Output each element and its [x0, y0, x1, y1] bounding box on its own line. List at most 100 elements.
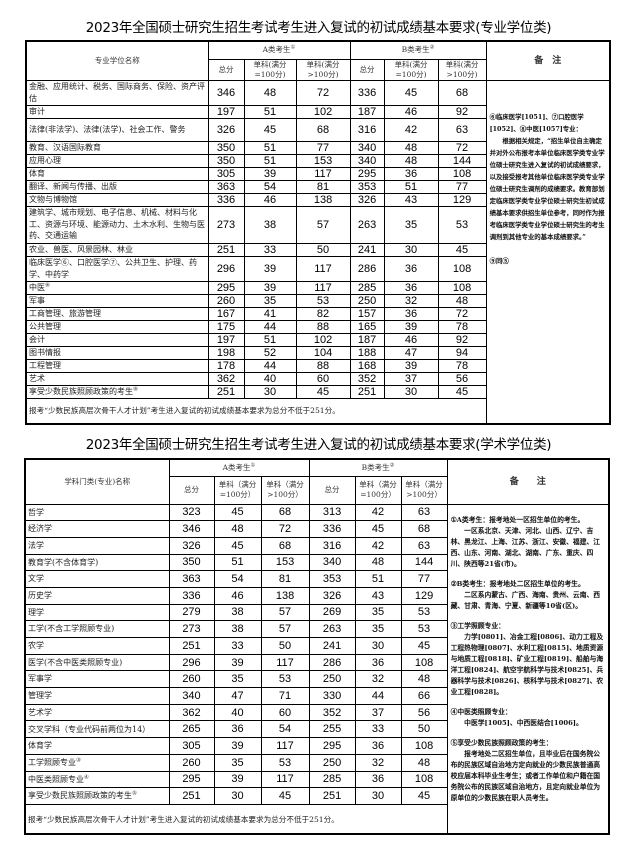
- table-row: 经济学 346 48 72 336 45 68: [24, 520, 609, 538]
- a-total-header: 总分: [207, 58, 245, 81]
- note-head: ⑥临床医学[1051]、⑦口腔医学[1052]、⑧中医[1057]专业：: [489, 112, 584, 133]
- b-score-cell: 45: [354, 520, 402, 538]
- b-score-cell: 72: [437, 306, 487, 321]
- b-group-mark: ②: [389, 462, 395, 469]
- b-score-cell: 108: [437, 280, 487, 295]
- a-score-cell: 260: [168, 670, 215, 689]
- b-score-cell: 188: [349, 345, 385, 360]
- b-score-cell: 37: [354, 703, 402, 722]
- a-group-mark: ①: [290, 44, 296, 51]
- b-score-cell: 53: [400, 603, 448, 622]
- row-name: 教育、汉语国际教育: [25, 140, 209, 155]
- a-score-cell: 72: [260, 520, 310, 538]
- row-name-text: 军事: [29, 295, 45, 305]
- b-score-cell: 48: [383, 153, 439, 168]
- b-score-cell: 340: [308, 553, 356, 572]
- b-score-cell: 36: [354, 653, 402, 672]
- a-score-cell: 52: [243, 345, 297, 360]
- row-mark: ⑤: [132, 790, 137, 797]
- a-score-cell: 295: [168, 770, 215, 789]
- a-score-cell: 81: [260, 570, 310, 588]
- a-score-cell: 39: [213, 737, 262, 755]
- a-group-label: A类考生: [262, 45, 291, 55]
- row-name: 农学: [24, 637, 170, 655]
- row-name-text: 体育: [29, 168, 45, 178]
- row-name-text: 公共管理: [29, 321, 61, 331]
- row-name: 工程管理: [25, 358, 209, 373]
- b-score-cell: 45: [400, 637, 448, 655]
- a-score-cell: 44: [243, 358, 297, 373]
- row-name-text: 农业、兽医、风景园林、林业: [29, 244, 133, 254]
- row-name: 审计: [25, 104, 209, 119]
- table-row: 中医⑧ 295 39 117 285 36 108: [25, 280, 610, 295]
- b-score-cell: 352: [349, 371, 385, 386]
- row-mark: ③: [76, 757, 81, 764]
- b-score-cell: 78: [437, 319, 487, 334]
- b-score-cell: 187: [349, 332, 385, 347]
- a-score-cell: 346: [168, 520, 215, 538]
- note-body: 二区系内蒙古、广西、海南、贵州、云南、西藏、甘肃、青海、宁夏、新疆等10省(区)…: [450, 590, 601, 610]
- b-score-cell: 241: [308, 637, 356, 655]
- row-name-text: 会计: [29, 334, 45, 344]
- b-score-cell: 250: [308, 753, 356, 772]
- a-score-cell: 51: [213, 553, 262, 572]
- b-score-cell: 187: [349, 104, 385, 119]
- a-score-cell: 117: [295, 255, 351, 282]
- row-name: 农业、兽医、风景园林、林业: [25, 242, 209, 257]
- b-total-header: 总分: [349, 58, 385, 81]
- a-score-cell: 53: [295, 293, 351, 308]
- note-body: 根据相关规定，“招生单位自主确定并对外公布报考本单位临床医学类专业学位硕士研究生…: [489, 136, 605, 241]
- row-name-text: 工学照顾专业: [28, 757, 76, 767]
- row-name: 图书情报: [25, 345, 209, 360]
- a-score-cell: 72: [295, 79, 351, 106]
- b-score-cell: 33: [354, 720, 402, 739]
- b-score-cell: 42: [383, 117, 439, 142]
- b-score-cell: 45: [383, 79, 439, 106]
- a-score-cell: 362: [207, 371, 245, 386]
- table-row: 农学 251 33 50 241 30 45: [24, 637, 609, 655]
- b-score-cell: 48: [437, 293, 487, 308]
- notes-column-header: 备 注: [485, 40, 611, 81]
- a-score-cell: 44: [243, 319, 297, 334]
- b-score-cell: 51: [354, 570, 402, 588]
- b-score-cell: 48: [400, 753, 448, 772]
- b-score-cell: 144: [400, 553, 448, 572]
- b-score-cell: 32: [354, 753, 402, 772]
- a-score-cell: 51: [243, 153, 297, 168]
- a-score-cell: 197: [207, 104, 245, 119]
- b-score-cell: 35: [354, 603, 402, 622]
- b-group-header: B类考生②: [349, 40, 487, 60]
- b-score-cell: 108: [400, 737, 448, 755]
- a-score-cell: 117: [260, 653, 310, 672]
- a-score-cell: 153: [260, 553, 310, 572]
- a-score-cell: 45: [213, 536, 262, 555]
- row-name-text: 文学: [28, 574, 44, 584]
- row-name: 金融、应用统计、税务、国际商务、保险、资产评估: [25, 79, 209, 106]
- table-row: 享受少数民族照顾政策的考生⑤ 251 30 45 251 30 45: [24, 787, 609, 805]
- b-score-cell: 72: [437, 140, 487, 155]
- b-score-cell: 53: [437, 205, 487, 244]
- b-score-cell: 144: [437, 153, 487, 168]
- a-score-cell: 305: [207, 166, 245, 181]
- b-score-cell: 285: [308, 770, 356, 789]
- a-score-cell: 38: [243, 205, 297, 244]
- row-name-text: 翻译、新闻与传播、出版: [29, 181, 117, 191]
- table-row: 法律(非法学)、法律(法学)、社会工作、警务 326 45 68 316 42 63: [25, 117, 610, 142]
- a-score-cell: 33: [243, 242, 297, 257]
- note-body: 力学[0801]、冶金工程[0806]、动力工程及工程热物理[0807]、水利工…: [450, 632, 604, 696]
- row-name-text: 工商管理、旅游管理: [29, 308, 101, 318]
- row-name: 会计: [25, 332, 209, 347]
- a-score-cell: 54: [243, 179, 297, 194]
- a-score-cell: 279: [168, 603, 215, 622]
- b-score-cell: 94: [437, 345, 487, 360]
- b-score-cell: 46: [383, 104, 439, 119]
- a-score-cell: 81: [295, 179, 351, 194]
- a-score-cell: 138: [260, 586, 310, 605]
- b-score-cell: 46: [383, 332, 439, 347]
- row-name: 公共管理: [25, 319, 209, 334]
- b-score-cell: 108: [400, 653, 448, 672]
- b-group-label: B类考生: [361, 462, 390, 472]
- row-name-text: 理学: [28, 607, 44, 617]
- b-score-cell: 92: [437, 104, 487, 119]
- row-name: 法学: [24, 536, 170, 555]
